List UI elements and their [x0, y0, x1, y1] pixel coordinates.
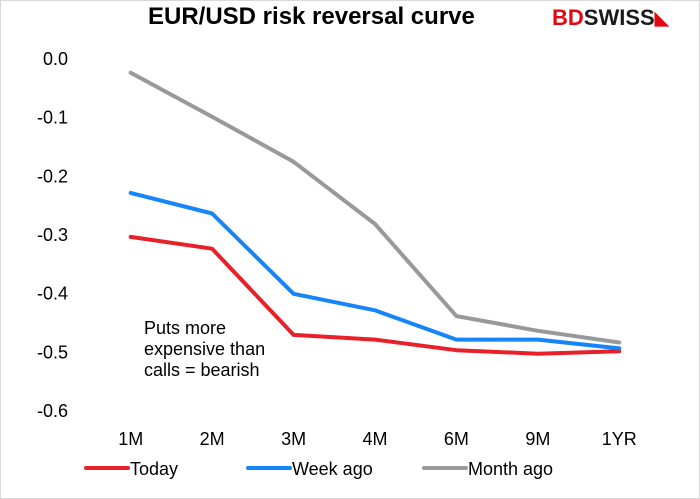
y-tick-label: -0.6 [37, 401, 68, 421]
y-tick-label: -0.3 [37, 225, 68, 245]
y-tick-label: -0.5 [37, 342, 68, 362]
x-tick-label: 3M [281, 429, 306, 449]
chart-title: EUR/USD risk reversal curve [148, 3, 475, 30]
series-line-week-ago [128, 190, 622, 351]
y-tick-label: -0.1 [37, 108, 68, 128]
x-tick-label: 1M [118, 429, 143, 449]
legend-label: Today [130, 459, 178, 479]
x-tick-label: 9M [525, 429, 550, 449]
x-tick-label: 2M [200, 429, 225, 449]
legend-label: Month ago [468, 459, 553, 479]
y-tick-label: 0.0 [43, 49, 68, 69]
y-tick-label: -0.2 [37, 166, 68, 186]
series-line-today [128, 234, 622, 356]
bdswiss-logo: BDSWISS◣ [552, 6, 669, 30]
y-tick-label: -0.4 [37, 284, 68, 304]
logo-arrow-icon: ◣ [654, 8, 669, 28]
x-tick-label: 1YR [602, 429, 637, 449]
legend-label: Week ago [292, 459, 373, 479]
x-tick-label: 4M [362, 429, 387, 449]
logo-text-swiss: SWISS [583, 5, 655, 30]
chart-annotation: Puts more expensive than calls = bearish [144, 318, 266, 380]
logo-text-bd: BD [552, 5, 584, 30]
x-tick-label: 6M [444, 429, 469, 449]
series-line-month-ago [128, 70, 622, 345]
